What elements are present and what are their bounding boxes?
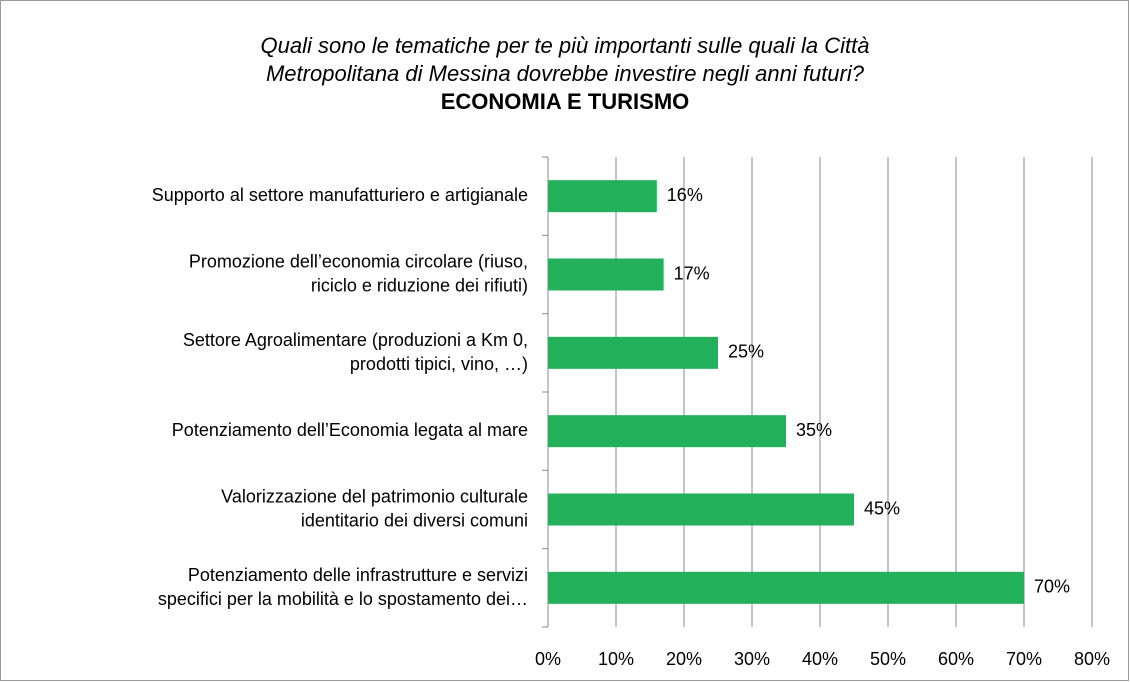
chart-subtitle: ECONOMIA E TURISMO bbox=[441, 89, 690, 114]
x-tick-label: 70% bbox=[1006, 649, 1042, 669]
data-label: 35% bbox=[796, 420, 832, 440]
x-tick-label: 30% bbox=[734, 649, 770, 669]
data-label: 25% bbox=[728, 342, 764, 362]
x-tick-label: 0% bbox=[535, 649, 561, 669]
bar bbox=[548, 571, 1024, 604]
chart-title: Metropolitana di Messina dovrebbe invest… bbox=[266, 61, 865, 86]
bar bbox=[548, 180, 657, 213]
y-tick-label: Potenziamento delle infrastrutture e ser… bbox=[158, 565, 528, 609]
y-tick-label: Promozione dell’economia circolare (rius… bbox=[189, 251, 528, 295]
data-label: 16% bbox=[667, 185, 703, 205]
bar bbox=[548, 258, 664, 291]
x-tick-label: 20% bbox=[666, 649, 702, 669]
y-tick-label: Supporto al settore manufatturiero e art… bbox=[152, 185, 528, 205]
y-tick-label: Valorizzazione del patrimonio culturale i… bbox=[221, 486, 528, 530]
bar bbox=[548, 493, 854, 526]
data-label: 45% bbox=[864, 498, 900, 518]
x-tick-label: 80% bbox=[1074, 649, 1110, 669]
bar bbox=[548, 336, 718, 369]
x-tick-label: 10% bbox=[598, 649, 634, 669]
x-tick-label: 50% bbox=[870, 649, 906, 669]
chart-title: Quali sono le tematiche per te più impor… bbox=[261, 33, 870, 58]
data-label: 70% bbox=[1034, 577, 1070, 597]
y-tick-label: Settore Agroalimentare (produzioni a Km … bbox=[183, 330, 528, 374]
x-tick-label: 40% bbox=[802, 649, 838, 669]
x-tick-label: 60% bbox=[938, 649, 974, 669]
data-label: 17% bbox=[674, 263, 710, 283]
y-tick-label: Potenziamento dell’Economia legata al ma… bbox=[172, 420, 528, 440]
bar bbox=[548, 415, 786, 448]
